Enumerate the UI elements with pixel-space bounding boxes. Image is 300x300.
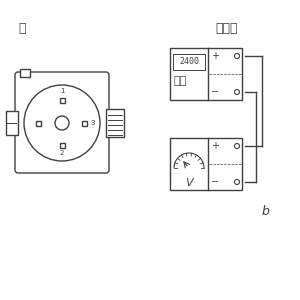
Bar [59, 143, 64, 148]
Text: +: + [211, 51, 219, 61]
Bar [6, 111, 18, 135]
Text: 1: 1 [60, 88, 64, 94]
Text: b: b [262, 205, 270, 218]
Text: V: V [185, 178, 193, 188]
Text: 电源: 电源 [174, 76, 187, 86]
Bar [170, 138, 242, 190]
Bar [59, 98, 64, 103]
Bar [173, 54, 205, 70]
Bar [82, 121, 87, 125]
Bar [170, 48, 242, 100]
Bar [36, 121, 41, 125]
Text: 电压检: 电压检 [215, 22, 238, 35]
Bar [106, 109, 124, 137]
Bar [20, 69, 30, 77]
Text: 3: 3 [90, 120, 94, 126]
Text: −: − [211, 177, 219, 187]
FancyBboxPatch shape [15, 72, 109, 173]
Text: −: − [211, 87, 219, 97]
Text: 2: 2 [60, 150, 64, 156]
Text: 流: 流 [18, 22, 26, 35]
Text: +: + [211, 141, 219, 151]
Text: 2400: 2400 [179, 58, 199, 67]
